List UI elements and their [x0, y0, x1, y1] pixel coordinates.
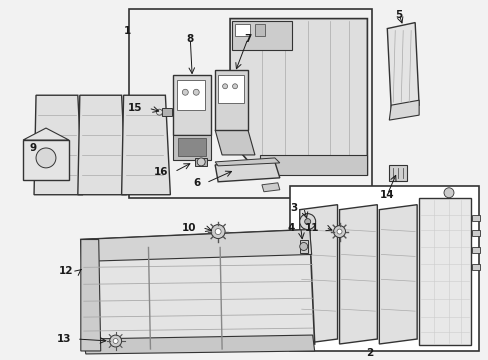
Polygon shape — [299, 205, 337, 344]
Polygon shape — [215, 162, 279, 182]
Text: 7: 7 — [244, 33, 251, 44]
Bar — [418, 198, 470, 345]
Polygon shape — [215, 158, 279, 166]
Polygon shape — [289, 186, 478, 351]
Circle shape — [222, 84, 227, 89]
Bar — [162, 108, 172, 116]
Text: 8: 8 — [186, 33, 194, 44]
Circle shape — [215, 229, 221, 234]
Polygon shape — [83, 335, 314, 354]
Bar — [232, 21, 291, 50]
Polygon shape — [229, 19, 366, 175]
Bar — [471, 264, 479, 270]
Text: 4: 4 — [287, 222, 294, 233]
Bar — [195, 158, 207, 166]
Bar — [173, 75, 211, 135]
Polygon shape — [386, 23, 418, 110]
Circle shape — [156, 109, 162, 115]
Text: 13: 13 — [56, 334, 71, 344]
Polygon shape — [215, 70, 247, 130]
Polygon shape — [262, 183, 279, 192]
Circle shape — [113, 338, 118, 343]
Polygon shape — [379, 205, 416, 344]
Polygon shape — [23, 128, 69, 140]
Circle shape — [299, 243, 307, 251]
Polygon shape — [81, 230, 314, 351]
Bar — [471, 215, 479, 221]
Text: 3: 3 — [290, 203, 297, 213]
Bar — [299, 239, 307, 253]
Bar — [471, 230, 479, 235]
Polygon shape — [122, 95, 170, 195]
Bar — [235, 24, 249, 36]
Circle shape — [304, 219, 310, 225]
Circle shape — [109, 335, 122, 347]
Text: 1: 1 — [123, 26, 130, 36]
Circle shape — [182, 89, 188, 95]
Polygon shape — [78, 95, 126, 195]
Polygon shape — [388, 100, 418, 120]
Circle shape — [232, 84, 237, 89]
Text: 9: 9 — [30, 143, 37, 153]
Polygon shape — [215, 130, 254, 155]
Bar — [254, 24, 264, 36]
Text: 5: 5 — [395, 10, 402, 20]
Circle shape — [443, 188, 453, 198]
Text: 15: 15 — [128, 103, 142, 113]
Text: 14: 14 — [379, 190, 394, 200]
Polygon shape — [34, 95, 82, 195]
Bar — [178, 138, 206, 156]
Bar — [177, 80, 205, 110]
Text: 16: 16 — [154, 167, 168, 177]
Text: 12: 12 — [58, 266, 73, 276]
Polygon shape — [23, 140, 69, 180]
Polygon shape — [339, 205, 377, 344]
Circle shape — [211, 225, 224, 239]
Bar — [471, 247, 479, 253]
Circle shape — [36, 148, 56, 168]
Circle shape — [333, 226, 345, 238]
Circle shape — [299, 213, 315, 230]
Circle shape — [197, 158, 205, 166]
Bar — [218, 75, 244, 103]
Text: 10: 10 — [182, 222, 196, 233]
Polygon shape — [81, 239, 101, 351]
Polygon shape — [260, 155, 366, 175]
Text: 11: 11 — [305, 222, 319, 233]
Circle shape — [193, 89, 199, 95]
Text: 6: 6 — [193, 178, 200, 188]
Bar — [388, 165, 407, 181]
Polygon shape — [128, 9, 371, 198]
Text: 2: 2 — [365, 348, 372, 358]
Polygon shape — [81, 230, 311, 261]
Circle shape — [336, 229, 341, 234]
Bar — [173, 135, 211, 160]
